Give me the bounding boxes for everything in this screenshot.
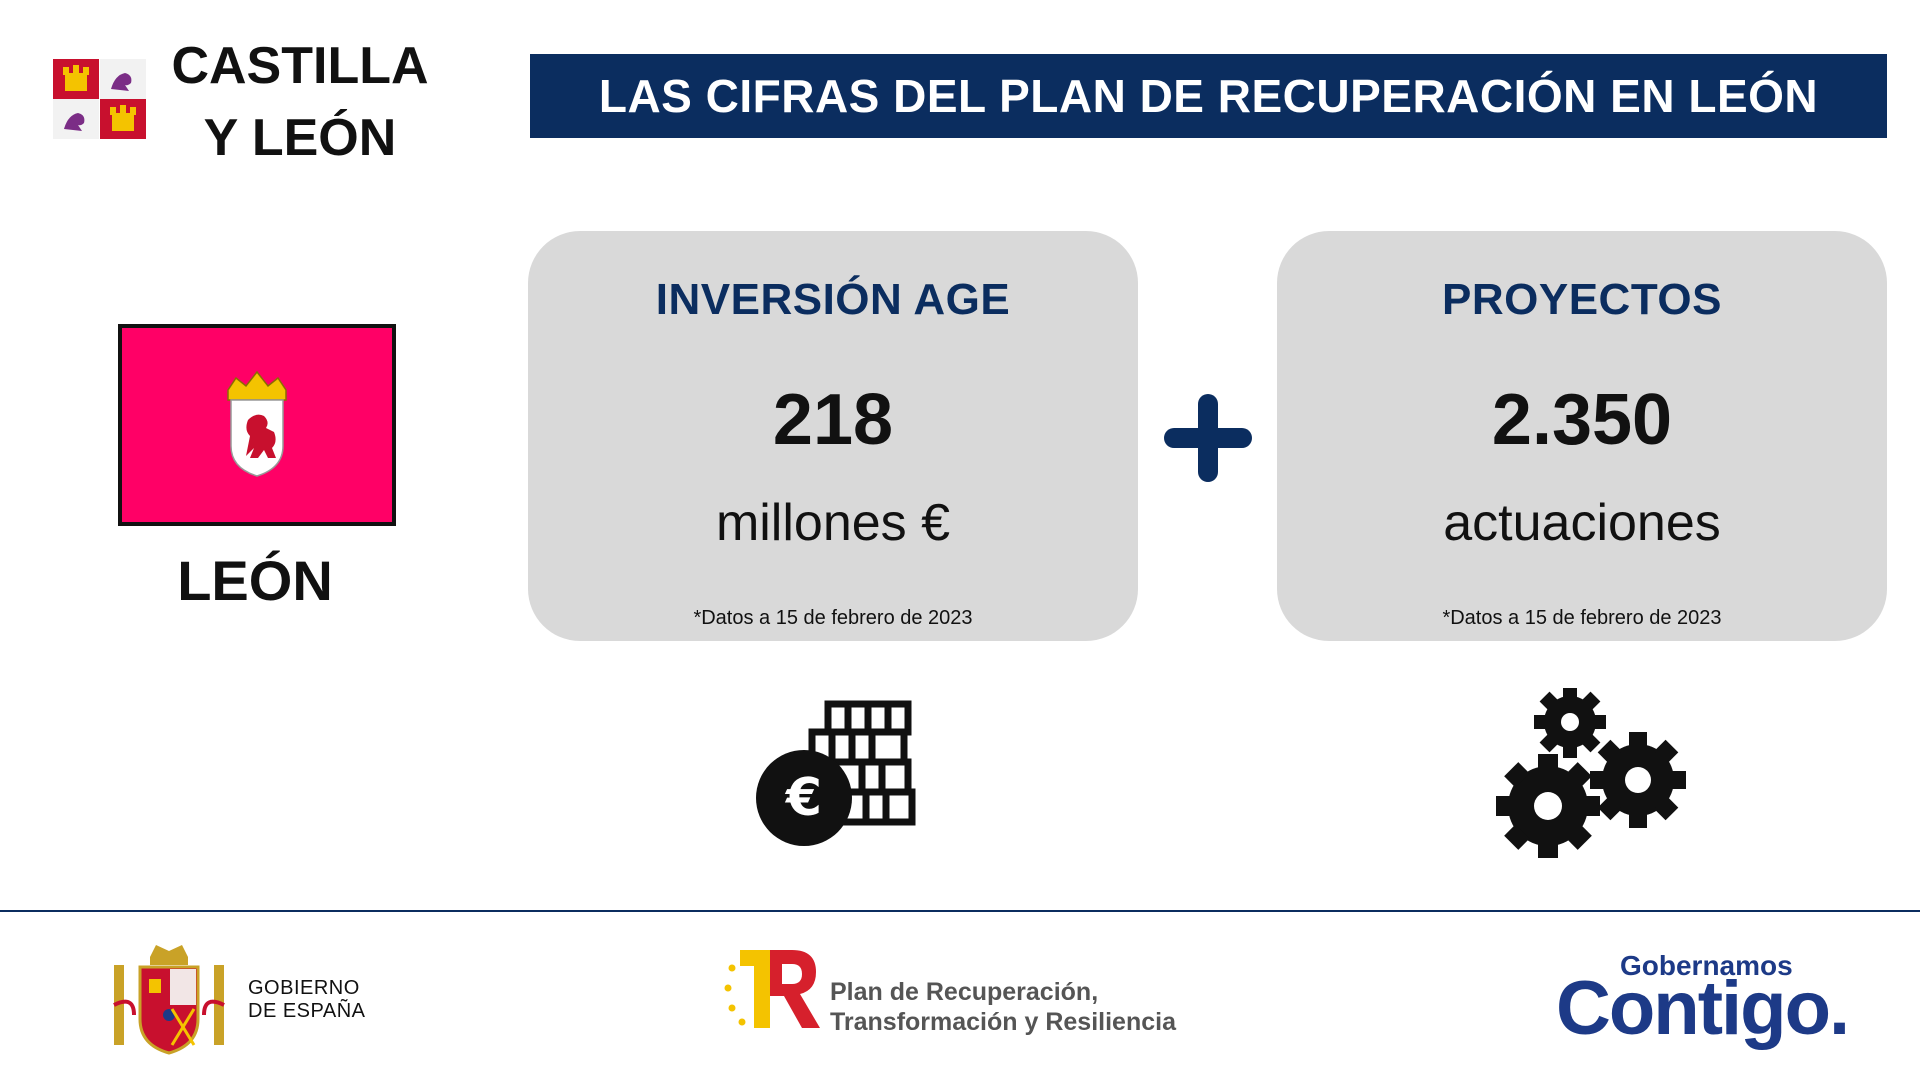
region-title: CASTILLA Y LEÓN [160, 30, 440, 174]
province-name: LEÓN [177, 549, 333, 612]
proyectos-title: PROYECTOS [1442, 275, 1722, 324]
prtr-logo-icon [724, 950, 820, 1028]
proyectos-note: *Datos a 15 de febrero de 2023 [1442, 607, 1722, 629]
plus-icon [1164, 394, 1252, 482]
castilla-leon-shield-icon [53, 59, 146, 139]
contigo-label: Contigo. [1556, 966, 1850, 1051]
footer-divider [0, 910, 1920, 912]
inversion-unit: millones € [715, 494, 951, 552]
prtr-line2: Transformación y Resiliencia [830, 1008, 1176, 1036]
inversion-title: INVERSIÓN AGE [655, 275, 1011, 324]
inversion-card: INVERSIÓN AGE 218 millones € *Datos a 15… [528, 231, 1138, 641]
euro-coins-icon: € [756, 700, 916, 846]
inversion-value: 218 [772, 380, 894, 460]
region-title-line2: Y LEÓN [203, 109, 397, 167]
inversion-note: *Datos a 15 de febrero de 2023 [693, 607, 973, 629]
proyectos-card: PROYECTOS 2.350 actuaciones *Datos a 15 … [1277, 231, 1887, 641]
page-title-banner: LAS CIFRAS DEL PLAN DE RECUPERACIÓN EN L… [530, 54, 1887, 138]
gobierno-line1: GOBIERNO [248, 977, 360, 999]
svg-text:€: € [785, 768, 822, 828]
region-title-line1: CASTILLA [171, 37, 429, 95]
page-title: LAS CIFRAS DEL PLAN DE RECUPERACIÓN EN L… [598, 70, 1819, 122]
proyectos-value: 2.350 [1491, 380, 1673, 460]
gobierno-espana-label: GOBIERNO DE ESPAÑA [248, 977, 366, 1023]
prtr-label: Plan de Recuperación, Transformación y R… [830, 977, 1176, 1037]
spain-coat-of-arms-icon [113, 945, 225, 1055]
prtr-line1: Plan de Recuperación, [830, 978, 1099, 1006]
gears-icon [1496, 688, 1686, 858]
proyectos-unit: actuaciones [1443, 494, 1721, 552]
leon-flag-icon [118, 324, 396, 526]
gobierno-line2: DE ESPAÑA [248, 1000, 366, 1022]
gobernamos-label: Gobernamos [1620, 950, 1793, 981]
